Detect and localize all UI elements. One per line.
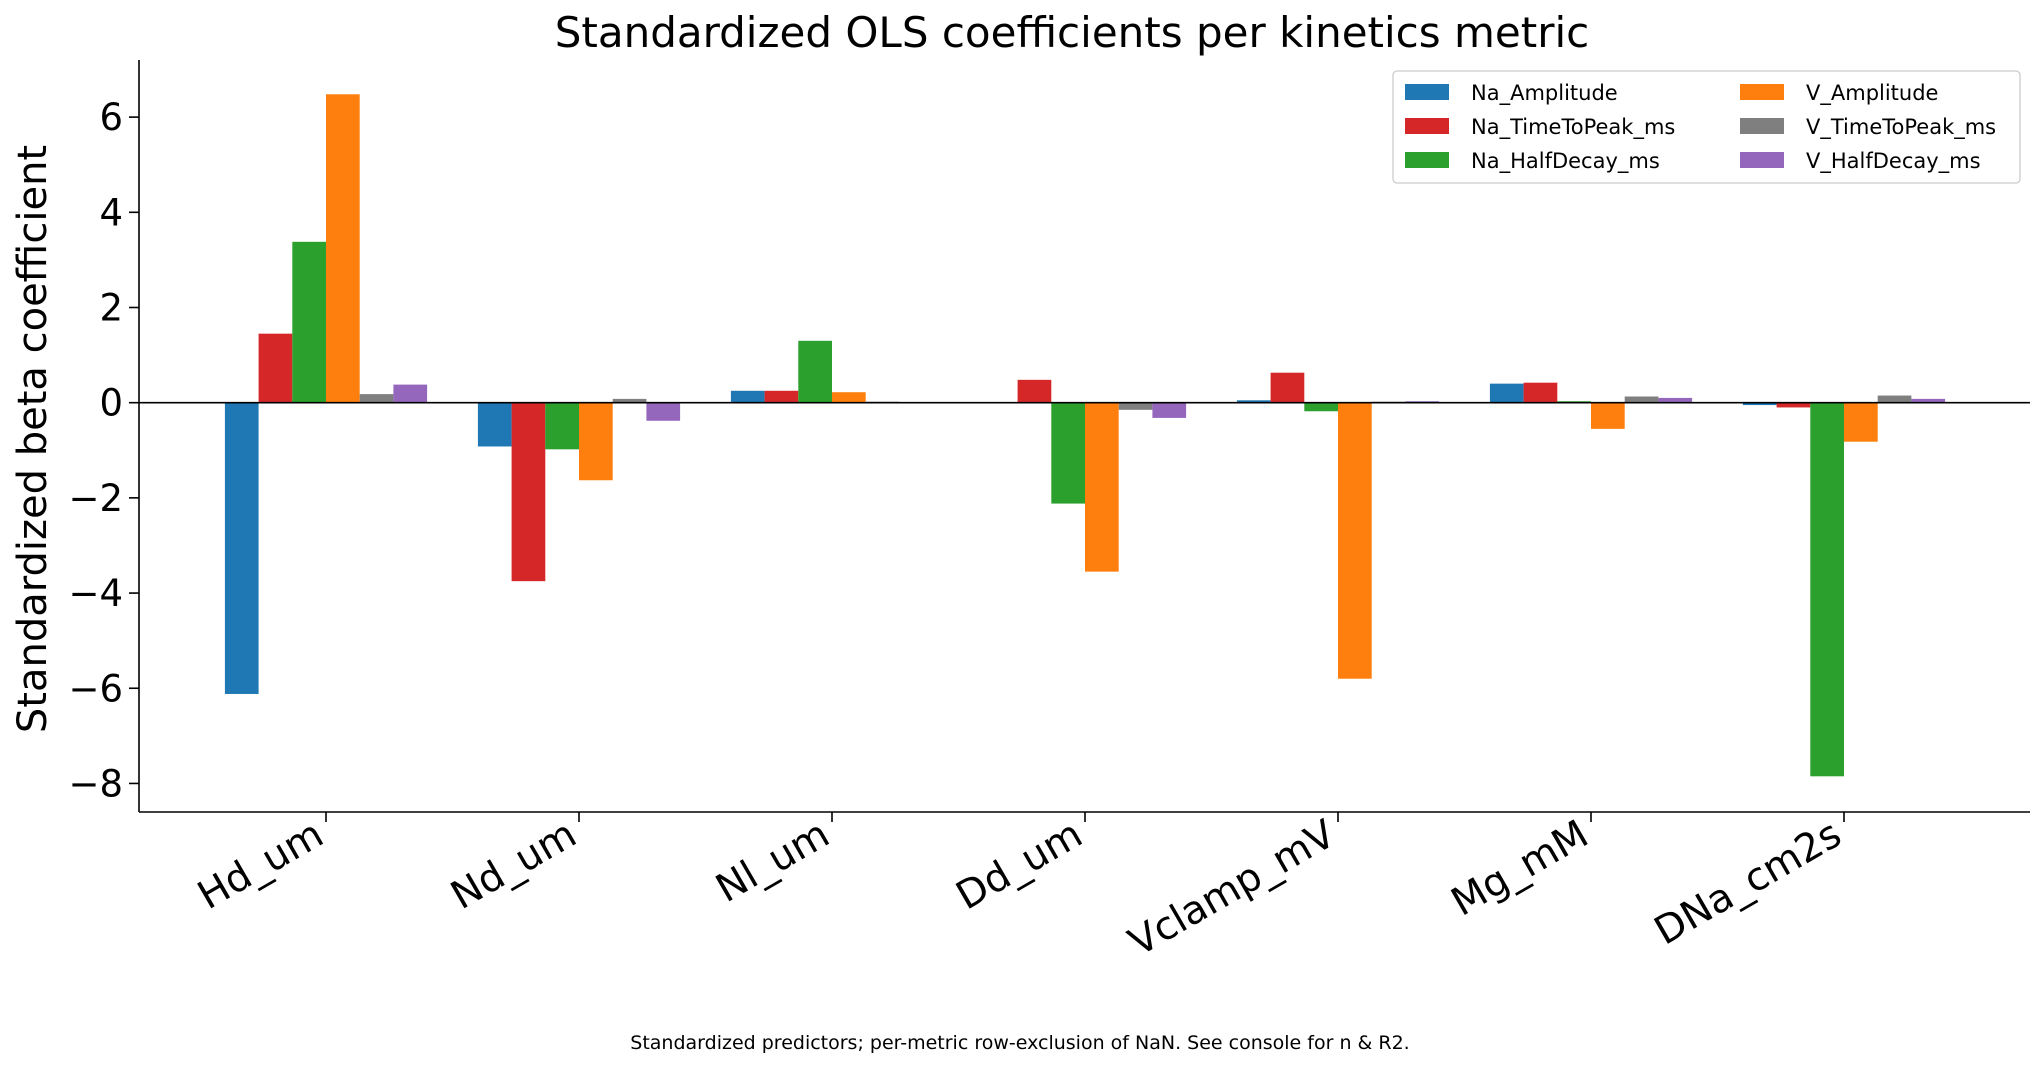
x-tick-label: Mg_mM — [1444, 812, 1596, 926]
legend-swatch-V_Amplitude — [1740, 84, 1784, 100]
y-tick-label: 4 — [99, 191, 123, 234]
plot-area: −8 −6 −4 −2 0 2 4 6 Hd_um Nd_um Nl_um Dd_um Vclamp_m… — [68, 60, 2030, 966]
y-axis-label: Standardized beta coefficient — [10, 145, 56, 733]
legend-label-V_TimeToPeak_ms: V_TimeToPeak_ms — [1806, 115, 1996, 140]
bar-Na_TimeToPeak_ms-Hd_um — [258, 333, 293, 403]
bar-V_HalfDecay_ms-Hd_um — [393, 384, 428, 403]
y-tick-label: 2 — [99, 286, 123, 329]
bar-Na_Amplitude-DNa_cm2s — [1742, 402, 1777, 406]
bar-Na_Amplitude-Nl_um — [730, 390, 765, 403]
legend-swatch-Na_HalfDecay_ms — [1405, 152, 1449, 168]
bar-Na_Amplitude-Hd_um — [224, 402, 259, 694]
bar-Na_Amplitude-Vclamp_mV — [1236, 400, 1271, 403]
x-tick-label: Vclamp_mV — [1122, 812, 1344, 966]
legend: Na_Amplitude Na_TimeToPeak_ms Na_HalfDecay… — [1392, 70, 2021, 184]
chart-caption: Standardized predictors; per-metric row-… — [630, 1032, 1409, 1054]
bar-Na_HalfDecay_ms-Hd_um — [292, 241, 326, 403]
bar-Na_TimeToPeak_ms-Nl_um — [764, 390, 799, 403]
bar-V_Amplitude-Hd_um — [326, 94, 360, 403]
bar-Na_TimeToPeak_ms-Vclamp_mV — [1270, 372, 1305, 403]
bar-V_Amplitude-DNa_cm2s — [1844, 402, 1878, 442]
x-tick-label: Dd_um — [949, 812, 1090, 919]
x-tick-label: DNa_cm2s — [1647, 812, 1849, 955]
legend-swatch-V_HalfDecay_ms — [1740, 152, 1784, 168]
legend-swatch-V_TimeToPeak_ms — [1740, 118, 1784, 134]
bar-V_Amplitude-Nd_um — [579, 402, 613, 481]
bar-Na_HalfDecay_ms-Vclamp_mV — [1304, 402, 1338, 412]
y-tick-label: −6 — [68, 667, 123, 710]
legend-label-Na_Amplitude: Na_Amplitude — [1471, 81, 1618, 106]
bar-Na_TimeToPeak_ms-Mg_mM — [1523, 382, 1558, 403]
bar-V_HalfDecay_ms-Nd_um — [646, 402, 681, 421]
bar-Na_Amplitude-Nd_um — [477, 402, 512, 447]
x-tick-label: Hd_um — [190, 812, 331, 919]
legend-label-V_HalfDecay_ms: V_HalfDecay_ms — [1806, 149, 1981, 174]
bar-V_HalfDecay_ms-DNa_cm2s — [1911, 398, 1946, 403]
legend-swatch-Na_Amplitude — [1405, 84, 1449, 100]
bar-V_TimeToPeak_ms-Nd_um — [612, 398, 647, 403]
bar-Na_HalfDecay_ms-DNa_cm2s — [1810, 402, 1844, 777]
x-tick-label: Nd_um — [444, 812, 584, 919]
legend-label-Na_TimeToPeak_ms: Na_TimeToPeak_ms — [1471, 115, 1675, 140]
bar-V_Amplitude-Nl_um — [832, 392, 866, 403]
bar-V_Amplitude-Mg_mM — [1591, 402, 1625, 429]
bar-V_TimeToPeak_ms-DNa_cm2s — [1877, 395, 1912, 403]
legend-swatch-Na_TimeToPeak_ms — [1405, 118, 1449, 134]
chart-title: Standardized OLS coefficients per kineti… — [555, 8, 1590, 57]
y-tick-label: 6 — [99, 96, 123, 139]
bar-Na_HalfDecay_ms-Dd_um — [1051, 402, 1085, 504]
y-tick-label: −2 — [68, 477, 123, 520]
bar-V_TimeToPeak_ms-Dd_um — [1118, 402, 1153, 410]
bar-Na_TimeToPeak_ms-Dd_um — [1017, 379, 1052, 403]
bar-Na_TimeToPeak_ms-Nd_um — [511, 402, 546, 582]
bar-V_HalfDecay_ms-Dd_um — [1152, 402, 1187, 418]
bar-Na_Amplitude-Mg_mM — [1489, 383, 1524, 403]
bar-Na_HalfDecay_ms-Nl_um — [798, 340, 832, 403]
bar-V_HalfDecay_ms-Mg_mM — [1658, 397, 1693, 403]
legend-label-Na_HalfDecay_ms: Na_HalfDecay_ms — [1471, 149, 1660, 174]
bar-V_TimeToPeak_ms-Hd_um — [359, 394, 394, 403]
bar-V_Amplitude-Dd_um — [1085, 402, 1119, 572]
bar-Na_TimeToPeak_ms-DNa_cm2s — [1776, 402, 1811, 408]
y-tick-label: −8 — [68, 762, 123, 805]
bar-V_TimeToPeak_ms-Mg_mM — [1624, 396, 1659, 403]
legend-label-V_Amplitude: V_Amplitude — [1806, 81, 1938, 106]
x-tick-label: Nl_um — [709, 812, 837, 912]
bar-Na_HalfDecay_ms-Nd_um — [545, 402, 579, 450]
y-tick-label: −4 — [68, 572, 123, 615]
y-tick-label: 0 — [99, 382, 123, 425]
legend-frame — [1392, 70, 2021, 184]
bar-V_Amplitude-Vclamp_mV — [1338, 402, 1372, 679]
